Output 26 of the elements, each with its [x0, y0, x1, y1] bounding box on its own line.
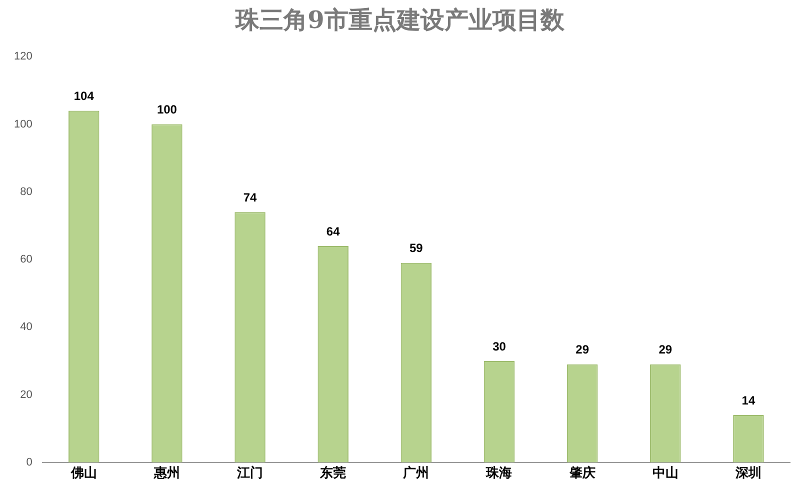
y-tick-label: 100 [14, 118, 32, 130]
x-tick-label: 佛山 [70, 464, 97, 480]
data-label: 74 [243, 190, 258, 204]
y-tick-label: 120 [14, 50, 32, 63]
x-tick-label: 珠海 [485, 464, 512, 480]
chart-title: 珠三角9市重点建设产业项目数 [234, 4, 566, 36]
x-tick-label: 东莞 [319, 464, 346, 480]
x-tick-label: 惠州 [152, 464, 180, 480]
x-tick-label: 肇庆 [568, 464, 596, 480]
y-tick-label: 40 [20, 321, 32, 334]
data-label: 59 [409, 241, 424, 256]
x-tick-label: 广州 [402, 464, 430, 480]
data-label: 100 [156, 102, 178, 117]
y-tick-label: 80 [20, 186, 32, 198]
data-label: 14 [742, 393, 756, 408]
x-tick-label: 深圳 [734, 464, 762, 480]
x-tick-label: 中山 [652, 464, 678, 480]
data-label: 64 [326, 224, 340, 238]
data-label: 30 [492, 339, 506, 354]
x-tick-label: 江门 [236, 464, 264, 480]
y-tick-label: 60 [20, 254, 32, 266]
y-tick-label: 20 [20, 388, 32, 401]
data-label: 104 [74, 89, 94, 104]
data-label: 29 [576, 342, 590, 357]
data-label: 29 [658, 342, 672, 357]
y-tick-label: 0 [26, 456, 32, 468]
